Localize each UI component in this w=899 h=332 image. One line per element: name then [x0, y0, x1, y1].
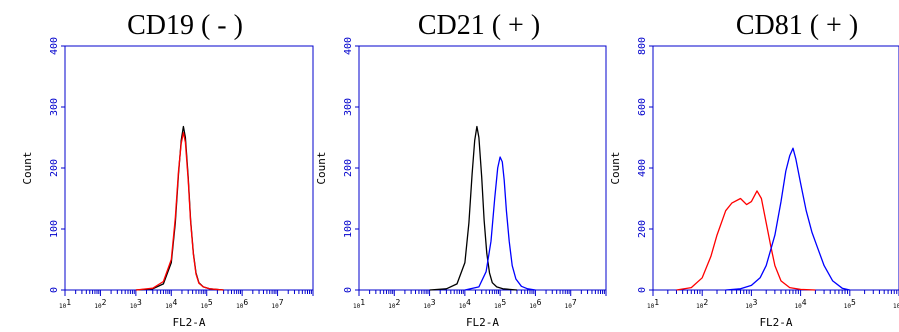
panel-cd21: CD21 ( + ) 0 100 200 300 400 101 102 103 104 105 10…	[315, 10, 607, 329]
x-tick-label: 103	[424, 298, 436, 310]
x-axis-label: FL2-A	[759, 316, 792, 329]
x-tick-label: 104	[165, 298, 177, 310]
x-tick-label: 102	[388, 298, 400, 310]
x-tick-label: 103	[130, 298, 142, 310]
x-tick-label: 101	[59, 298, 71, 310]
series-line	[135, 131, 224, 291]
y-tick-label: 600	[637, 98, 648, 116]
y-tick-label: 200	[49, 159, 60, 177]
panel-cd81: CD81 ( + ) 0 200 400 600 800 101 102 103 104 105 10…	[609, 10, 899, 329]
y-tick-label: 200	[637, 220, 648, 238]
x-tick-label: 107	[272, 298, 284, 310]
series-line	[429, 125, 518, 291]
y-axis-label: Count	[315, 151, 328, 184]
x-tick-label: 106	[236, 298, 248, 310]
x-axis-label: FL2-A	[172, 316, 205, 329]
y-tick-label: 100	[49, 220, 60, 238]
chart-title: CD19 ( - )	[127, 10, 243, 41]
x-tick-label: 101	[353, 298, 365, 310]
y-tick-label: 0	[49, 287, 60, 293]
chart-title: CD81 ( + )	[736, 10, 858, 41]
plot-frame	[652, 45, 899, 291]
y-tick-label: 0	[343, 287, 354, 293]
x-tick-label: 105	[844, 298, 856, 310]
y-tick-label: 0	[637, 287, 648, 293]
series-line	[725, 147, 850, 291]
y-axis-label: Count	[21, 151, 34, 184]
x-tick-label: 106	[893, 298, 899, 310]
x-tick-label: 102	[696, 298, 708, 310]
y-tick-label: 400	[637, 159, 648, 177]
x-axis-label: FL2-A	[466, 316, 499, 329]
x-tick-label: 103	[745, 298, 757, 310]
plot-frame	[358, 45, 607, 291]
y-tick-label: 100	[343, 220, 354, 238]
y-tick-label: 300	[343, 98, 354, 116]
series-line	[135, 125, 224, 291]
y-axis-label: Count	[609, 151, 622, 184]
panel-cd19: CD19 ( - ) 0 100 200 300 400 101 102 103 104 105 10…	[21, 10, 314, 329]
chart-title: CD21 ( + )	[418, 10, 540, 41]
x-tick-label: 106	[529, 298, 541, 310]
series-line	[676, 190, 816, 291]
x-tick-label: 104	[459, 298, 471, 310]
plot-frame	[64, 45, 314, 291]
y-tick-label: 800	[637, 37, 648, 55]
x-tick-label: 104	[795, 298, 807, 310]
x-tick-label: 101	[647, 298, 659, 310]
x-tick-label: 107	[565, 298, 577, 310]
x-tick-label: 105	[494, 298, 506, 310]
series-line	[464, 156, 536, 291]
y-tick-label: 200	[343, 159, 354, 177]
x-tick-label: 102	[94, 298, 106, 310]
y-tick-label: 300	[49, 98, 60, 116]
y-tick-label: 400	[49, 37, 60, 55]
x-tick-label: 105	[201, 298, 213, 310]
y-tick-label: 400	[343, 37, 354, 55]
